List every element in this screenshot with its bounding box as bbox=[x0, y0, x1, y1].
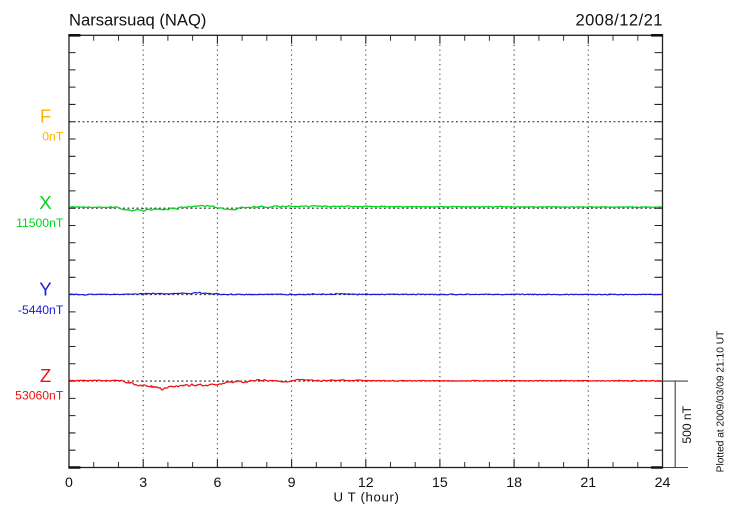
svg-text:0: 0 bbox=[65, 475, 73, 491]
svg-text:U T (hour): U T (hour) bbox=[333, 489, 399, 504]
svg-text:18: 18 bbox=[506, 475, 522, 491]
svg-text:Plotted at 2009/03/09 21:10 UT: Plotted at 2009/03/09 21:10 UT bbox=[716, 331, 727, 473]
svg-text:53060nT: 53060nT bbox=[15, 388, 64, 402]
svg-text:15: 15 bbox=[432, 475, 448, 491]
svg-text:Y: Y bbox=[39, 278, 51, 299]
svg-text:6: 6 bbox=[213, 475, 221, 491]
svg-text:-5440nT: -5440nT bbox=[18, 303, 64, 317]
svg-text:X: X bbox=[39, 192, 52, 213]
svg-text:Narsarsuaq (NAQ): Narsarsuaq (NAQ) bbox=[69, 11, 206, 30]
svg-text:3: 3 bbox=[139, 475, 147, 491]
svg-text:24: 24 bbox=[655, 475, 671, 491]
svg-text:0nT: 0nT bbox=[42, 129, 64, 143]
svg-text:11500nT: 11500nT bbox=[16, 216, 64, 230]
svg-text:Z: Z bbox=[40, 365, 51, 386]
svg-text:12: 12 bbox=[358, 475, 374, 491]
svg-text:21: 21 bbox=[580, 475, 596, 491]
svg-text:500 nT: 500 nT bbox=[680, 405, 694, 443]
svg-text:9: 9 bbox=[288, 475, 296, 491]
svg-text:F: F bbox=[40, 106, 51, 127]
svg-text:2008/12/21: 2008/12/21 bbox=[575, 11, 663, 30]
